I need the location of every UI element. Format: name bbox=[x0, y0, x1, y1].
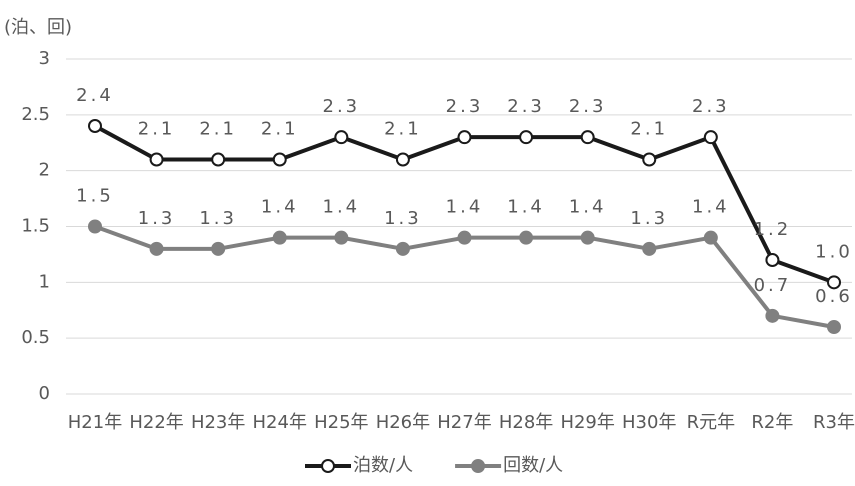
marker bbox=[395, 152, 410, 167]
y-tick-label: 3 bbox=[39, 48, 50, 69]
marker bbox=[149, 241, 164, 256]
y-tick-label: 2 bbox=[39, 160, 50, 181]
y-tick-label: 1 bbox=[39, 271, 50, 292]
data-label: 1.3 bbox=[384, 208, 422, 229]
data-label: 1.2 bbox=[754, 219, 792, 240]
data-label: 2.1 bbox=[138, 119, 176, 140]
marker bbox=[149, 152, 164, 167]
x-tick-label: H30年 bbox=[622, 412, 676, 433]
x-tick-label: H27年 bbox=[437, 412, 491, 433]
data-label: 1.4 bbox=[446, 197, 484, 218]
marker bbox=[642, 152, 657, 167]
x-tick-label: H22年 bbox=[129, 412, 183, 433]
data-label: 1.4 bbox=[569, 197, 607, 218]
data-label: 0.7 bbox=[754, 275, 792, 296]
data-label: 2.3 bbox=[446, 96, 484, 117]
marker bbox=[88, 219, 102, 234]
marker bbox=[457, 130, 472, 145]
x-tick-label: H24年 bbox=[253, 412, 307, 433]
marker bbox=[88, 119, 102, 133]
marker bbox=[642, 241, 657, 256]
x-tick-label: H21年 bbox=[68, 412, 122, 433]
marker bbox=[703, 230, 718, 245]
data-label: 2.1 bbox=[199, 119, 237, 140]
legend-marker bbox=[321, 459, 335, 473]
x-tick-label: R2年 bbox=[751, 412, 793, 433]
marker bbox=[827, 275, 841, 290]
data-label: 2.3 bbox=[569, 96, 607, 117]
marker bbox=[519, 230, 534, 245]
data-label: 2.4 bbox=[76, 85, 114, 106]
marker bbox=[827, 320, 841, 334]
x-tick-label: H23年 bbox=[191, 412, 245, 433]
marker bbox=[580, 130, 595, 145]
x-tick-label: H25年 bbox=[314, 412, 368, 433]
data-label: 1.3 bbox=[630, 208, 668, 229]
legend-marker bbox=[471, 459, 486, 473]
x-tick-label: R元年 bbox=[687, 412, 736, 433]
marker bbox=[272, 152, 287, 167]
data-label: 1.0 bbox=[815, 241, 853, 262]
y-tick-label: 0.5 bbox=[21, 327, 50, 348]
data-label: 2.3 bbox=[507, 96, 545, 117]
y-axis-label: (泊、回) bbox=[4, 17, 72, 38]
marker bbox=[765, 308, 780, 323]
y-tick-label: 0 bbox=[39, 383, 50, 404]
marker bbox=[211, 241, 226, 256]
x-tick-label: H29年 bbox=[560, 412, 614, 433]
marker bbox=[703, 130, 718, 145]
data-label: 1.3 bbox=[199, 208, 237, 229]
marker bbox=[211, 152, 226, 167]
data-label: 2.1 bbox=[261, 119, 299, 140]
marker bbox=[580, 230, 595, 245]
x-tick-label: R3年 bbox=[813, 412, 855, 433]
data-label: 1.4 bbox=[323, 197, 361, 218]
marker bbox=[272, 230, 287, 245]
marker bbox=[519, 130, 534, 145]
data-label: 2.3 bbox=[323, 96, 361, 117]
data-label: 0.6 bbox=[815, 286, 853, 307]
legend-label: 泊数/人 bbox=[353, 455, 413, 476]
data-label: 1.5 bbox=[76, 186, 114, 207]
data-label: 1.3 bbox=[138, 208, 176, 229]
y-tick-label: 2.5 bbox=[21, 104, 50, 125]
marker bbox=[395, 241, 410, 256]
marker bbox=[334, 230, 349, 245]
marker bbox=[334, 130, 349, 145]
x-tick-label: H26年 bbox=[376, 412, 430, 433]
data-label: 1.4 bbox=[692, 197, 730, 218]
legend-label: 回数/人 bbox=[503, 455, 563, 476]
data-label: 2.1 bbox=[384, 119, 422, 140]
y-tick-label: 1.5 bbox=[21, 216, 50, 237]
data-label: 1.4 bbox=[507, 197, 545, 218]
data-label: 1.4 bbox=[261, 197, 299, 218]
marker bbox=[457, 230, 472, 245]
data-label: 2.3 bbox=[692, 96, 730, 117]
x-tick-label: H28年 bbox=[499, 412, 553, 433]
marker bbox=[765, 253, 780, 267]
data-label: 2.1 bbox=[630, 119, 668, 140]
